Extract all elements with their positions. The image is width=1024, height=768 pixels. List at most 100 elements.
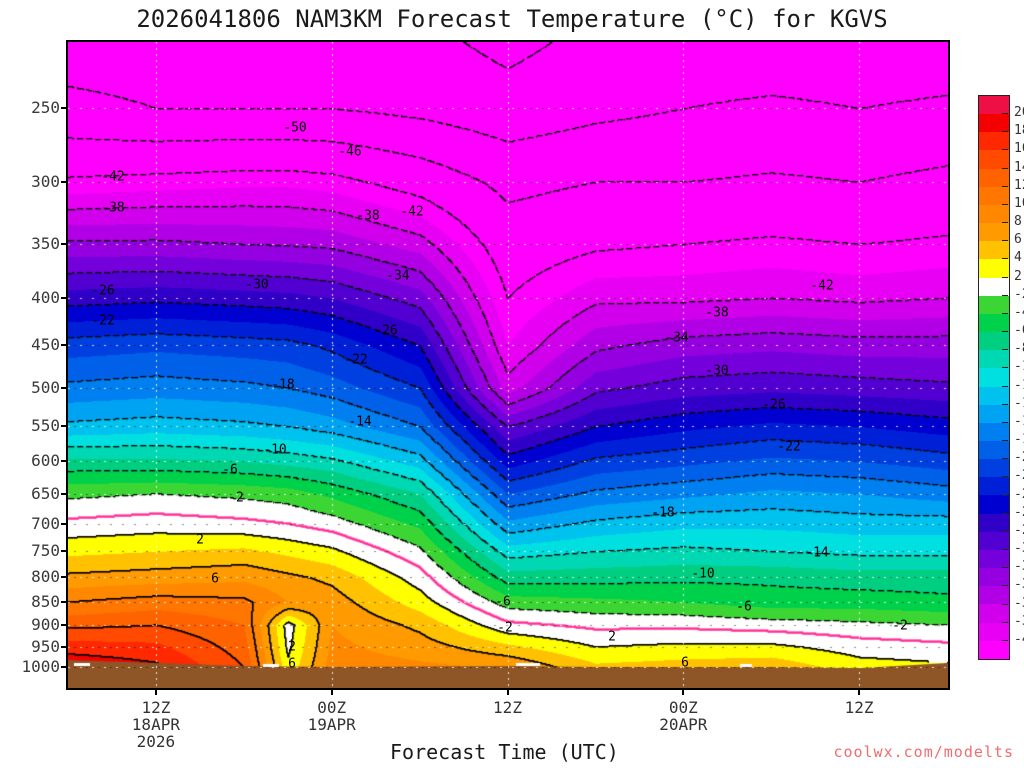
y-axis-tick [61,666,66,669]
y-axis-tick [61,576,66,579]
colorbar-tick [1002,349,1008,351]
colorbar-segment [979,313,1009,333]
colorbar-label: -24 [1014,486,1024,502]
contour-label: -2 [228,490,244,506]
colorbar-segment [979,640,1009,659]
y-axis-tick [61,645,66,648]
contour-label: -50 [283,120,307,136]
y-axis-label: 850 [31,591,60,611]
contour-label: -6 [222,462,238,478]
colorbar-segment [979,223,1009,242]
colorbar-tick [1002,113,1008,115]
colorbar-label: -26 [1014,504,1024,520]
x-axis-tick-label: 12Z [493,698,522,717]
colorbar-tick [1002,385,1008,387]
colorbar-label: -32 [1014,559,1024,575]
x-axis-tick [682,689,685,695]
colorbar-label: -14 [1014,395,1024,411]
y-axis-label: 700 [31,513,60,533]
colorbar-segment [979,241,1009,260]
colorbar-label: -22 [1014,468,1024,484]
y-axis-tick [61,386,66,389]
y-axis-label: 600 [31,451,60,471]
colorbar-label: -12 [1014,377,1024,393]
y-axis-tick [61,243,66,246]
colorbar-tick [1002,185,1008,187]
colorbar-segment [979,295,1009,314]
y-axis-tick [61,522,66,525]
colorbar-label: -36 [1014,595,1024,611]
colorbar-tick [1002,585,1008,587]
contour-label: -38 [101,200,125,216]
colorbar-tick [1002,312,1008,314]
y-axis-label: 250 [31,98,60,118]
y-axis-tick [61,180,66,183]
contour-label: -22 [777,439,801,455]
colorbar-segment [979,531,1009,550]
contour-label: -22 [91,313,115,329]
y-axis-label: 500 [31,377,60,397]
contour-label: -18 [651,505,675,521]
contour-label: -10 [691,566,715,582]
colorbar-tick [1002,258,1008,260]
y-axis-tick [61,425,66,428]
colorbar-tick [1002,530,1008,532]
colorbar-segment [979,150,1009,169]
colorbar-tick [1002,131,1008,133]
colorbar-tick [1002,367,1008,369]
colorbar-tick [1002,567,1008,569]
contour-label: -6 [495,594,511,610]
contour-label: -14 [805,545,829,561]
colorbar-tick [1002,167,1008,169]
contour-label: 6 [681,655,689,671]
colorbar-label: -20 [1014,450,1024,466]
colorbar-segment [979,368,1009,387]
contour-label: -30 [705,363,729,379]
colorbar-segment [979,386,1009,405]
colorbar-tick [1002,512,1008,514]
contour-label: -42 [400,204,424,220]
colorbar-tick [1002,421,1008,423]
contour-label: 6 [288,656,296,672]
watermark-link[interactable]: coolwx.com/modelts [833,743,1014,761]
colorbar-tick [1002,621,1008,623]
colorbar-label: 20 [1014,105,1024,121]
contour-label: -42 [810,278,834,294]
y-axis-label: 750 [31,541,60,561]
colorbar-label: -34 [1014,577,1024,593]
x-axis-tick-label: 00Z 19APR [307,698,356,734]
temperature-field-canvas [68,42,948,688]
colorbar-label: -4 [1014,304,1024,320]
y-axis-tick [61,623,66,626]
colorbar-segment [979,259,1009,278]
colorbar [978,95,1010,660]
y-axis-label: 450 [31,335,60,355]
contour-label: -22 [344,352,368,368]
colorbar-label: -8 [1014,341,1024,357]
y-axis-tick [61,296,66,299]
colorbar-tick [1002,203,1008,205]
colorbar-segment [979,186,1009,205]
y-axis-tick [61,107,66,110]
contour-label: -34 [665,330,689,346]
x-axis-title: Forecast Time (UTC) [390,740,619,764]
y-axis-tick [61,492,66,495]
contour-label: -26 [374,323,398,339]
colorbar-tick [1002,549,1008,551]
y-axis-label: 900 [31,614,60,634]
colorbar-tick [1002,294,1008,296]
y-axis-tick [61,344,66,347]
colorbar-segment [979,549,1009,569]
x-axis-tick [330,689,333,695]
colorbar-label: -6 [1014,323,1024,339]
colorbar-label: 4 [1014,250,1022,266]
colorbar-label: 6 [1014,232,1022,248]
colorbar-tick [1002,440,1008,442]
colorbar-segment [979,568,1009,587]
colorbar-label: -16 [1014,413,1024,429]
contour-label: -26 [762,397,786,413]
contour-label: -6 [736,599,752,615]
colorbar-label: -38 [1014,613,1024,629]
x-axis-tick [506,689,509,695]
contour-label: -34 [386,268,410,284]
